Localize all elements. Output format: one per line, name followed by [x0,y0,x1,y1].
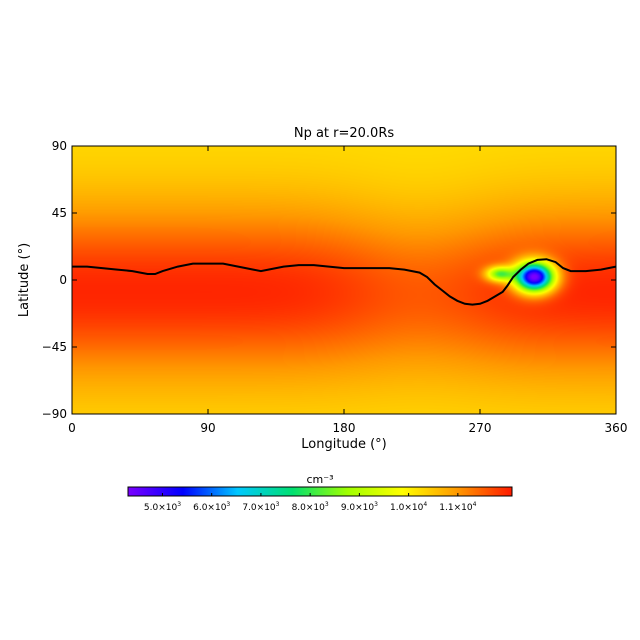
x-axis-label: Longitude (°) [301,437,386,452]
x-tick-label: 90 [200,421,215,435]
y-tick-label: −45 [42,340,67,354]
x-axis-ticks: 0 90 180 270 360 [68,146,627,435]
y-axis-ticks: 90 45 0 −45 −90 [42,139,616,421]
colorbar-ticks: 5.0×103 6.0×103 7.0×103 8.0×103 9.0×103 1.0×1… [144,493,477,513]
colorbar-tick-label: 6.0×103 [193,501,230,513]
colorbar-tick-label: 5.0×103 [144,501,181,513]
colorbar-unit-label: cm⁻³ [307,473,334,486]
y-tick-label: 90 [52,139,67,153]
x-tick-label: 0 [68,421,76,435]
colorbar-tick-label: 1.1×104 [439,501,476,513]
y-tick-label: −90 [42,407,67,421]
colorbar-tick-label: 7.0×103 [242,501,279,513]
colorbar-tick-label: 1.0×104 [390,501,427,513]
colorbar-tick-label: 9.0×103 [341,501,378,513]
contour-line [72,258,616,306]
colorbar [127,486,513,497]
colorbar-tick-label: 8.0×103 [292,501,329,513]
y-tick-label: 0 [59,273,67,287]
x-tick-label: 180 [333,421,356,435]
y-tick-label: 45 [52,206,67,220]
y-axis-label: Latitude (°) [17,243,32,317]
chart-title: Np at r=20.0Rs [294,126,395,141]
x-tick-label: 360 [605,421,628,435]
x-tick-label: 270 [469,421,492,435]
heatmap-image [72,146,616,414]
